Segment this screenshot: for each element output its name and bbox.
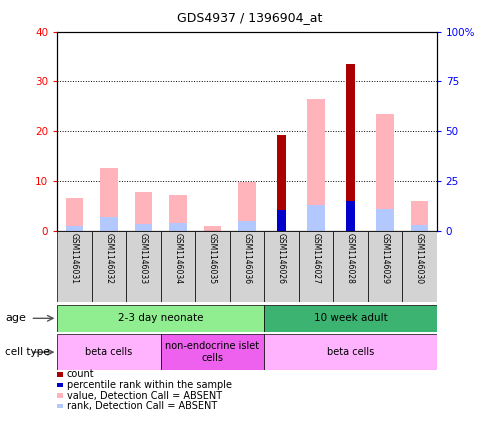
Text: GSM1146027: GSM1146027 [311, 233, 320, 284]
Bar [411, 225, 428, 231]
Text: GSM1146031: GSM1146031 [70, 233, 79, 284]
Bar [57, 305, 264, 332]
Bar [66, 198, 83, 231]
Bar [195, 231, 230, 302]
Text: GDS4937 / 1396904_at: GDS4937 / 1396904_at [177, 11, 322, 24]
Bar [264, 334, 437, 370]
Text: count: count [67, 369, 94, 379]
Bar [307, 99, 324, 231]
Text: 2-3 day neonate: 2-3 day neonate [118, 313, 204, 323]
Bar [277, 210, 286, 231]
Bar [299, 231, 333, 302]
Bar [57, 334, 161, 370]
Bar [277, 135, 286, 231]
Text: GSM1146029: GSM1146029 [380, 233, 389, 284]
Bar [264, 305, 437, 332]
Text: GSM1146028: GSM1146028 [346, 233, 355, 283]
Bar [333, 231, 368, 302]
Bar [126, 231, 161, 302]
Text: age: age [5, 313, 26, 323]
Bar [376, 114, 394, 231]
Bar [100, 168, 118, 231]
Bar [346, 64, 355, 231]
Bar [135, 192, 152, 231]
Text: GSM1146026: GSM1146026 [277, 233, 286, 284]
Bar [411, 201, 428, 231]
Bar [100, 217, 118, 231]
Text: GSM1146035: GSM1146035 [208, 233, 217, 284]
Bar [402, 231, 437, 302]
Text: 10 week adult: 10 week adult [313, 313, 387, 323]
Text: beta cells: beta cells [327, 347, 374, 357]
Bar [307, 205, 324, 231]
Bar [239, 221, 255, 231]
Bar [66, 225, 83, 231]
Text: value, Detection Call = ABSENT: value, Detection Call = ABSENT [67, 390, 222, 401]
Text: rank, Detection Call = ABSENT: rank, Detection Call = ABSENT [67, 401, 217, 411]
Text: GSM1146034: GSM1146034 [174, 233, 183, 284]
Bar [239, 182, 255, 231]
Text: GSM1146033: GSM1146033 [139, 233, 148, 284]
Bar [135, 224, 152, 231]
Bar [170, 222, 187, 231]
Bar [368, 231, 402, 302]
Text: percentile rank within the sample: percentile rank within the sample [67, 380, 232, 390]
Bar [204, 225, 221, 231]
Text: GSM1146032: GSM1146032 [105, 233, 114, 284]
Bar [230, 231, 264, 302]
Text: non-endocrine islet
cells: non-endocrine islet cells [166, 341, 259, 363]
Bar [170, 195, 187, 231]
Bar [57, 231, 92, 302]
Bar [376, 209, 394, 231]
Text: GSM1146030: GSM1146030 [415, 233, 424, 284]
Bar [92, 231, 126, 302]
Text: GSM1146036: GSM1146036 [243, 233, 251, 284]
Bar [346, 201, 355, 231]
Bar [161, 334, 264, 370]
Text: cell type: cell type [5, 347, 49, 357]
Text: beta cells: beta cells [85, 347, 133, 357]
Bar [161, 231, 195, 302]
Bar [264, 231, 299, 302]
